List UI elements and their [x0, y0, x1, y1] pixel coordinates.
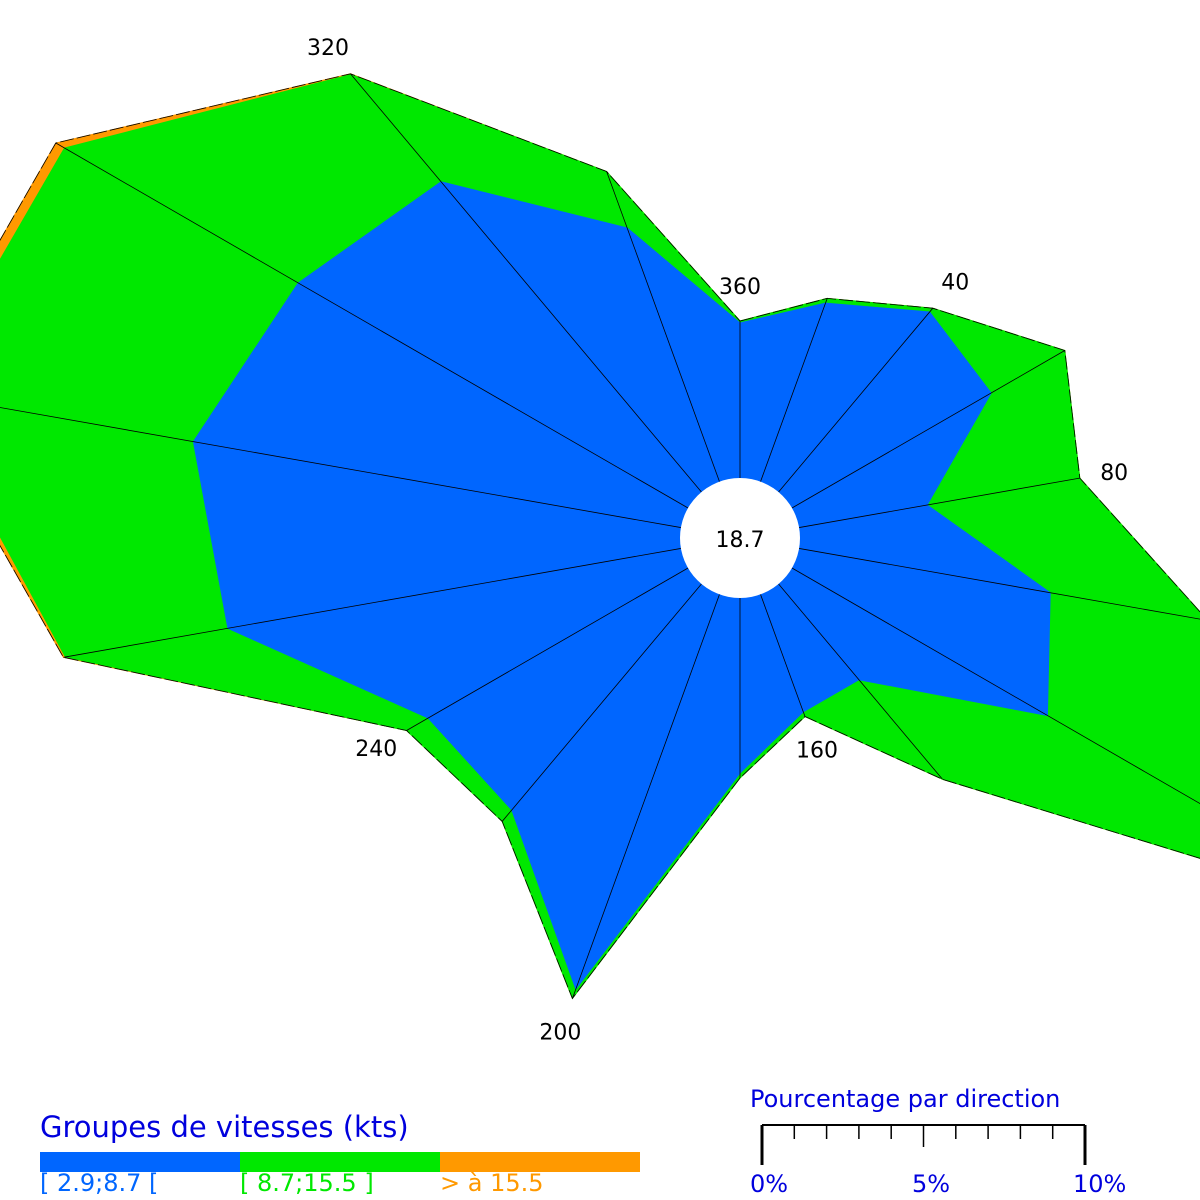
direction-label-200: 200 — [539, 1020, 581, 1045]
direction-label-360: 360 — [719, 275, 761, 300]
spoke-140 — [778, 583, 943, 780]
direction-label-240: 240 — [355, 737, 397, 762]
legend-label-2: [ 8.7;15.5 ] — [240, 1169, 374, 1197]
direction-label-40: 40 — [941, 270, 969, 295]
spoke-280 — [0, 407, 681, 528]
scale-tick-label-3: 10% — [1073, 1170, 1127, 1198]
calm-value-label: 18.7 — [716, 528, 765, 553]
spoke-300 — [55, 142, 689, 509]
legend-label-3: > à 15.5 — [440, 1169, 544, 1197]
spoke-240 — [406, 567, 689, 731]
direction-label-80: 80 — [1100, 461, 1128, 486]
legend-label-1: [ 2.9;8.7 [ — [40, 1169, 159, 1197]
spoke-60 — [791, 350, 1065, 509]
scale-tick-label-2: 5% — [912, 1170, 951, 1198]
speed-band-1-area — [192, 181, 1051, 991]
direction-label-160: 160 — [796, 738, 838, 763]
calm-circle — [680, 478, 800, 598]
legend-swatch-1 — [40, 1152, 240, 1172]
spoke-220 — [501, 583, 702, 822]
spoke-80 — [799, 477, 1080, 528]
spoke-20 — [760, 298, 828, 482]
legend-swatch-3 — [440, 1152, 640, 1172]
spoke-160 — [760, 594, 806, 717]
spoke-120 — [791, 567, 1200, 805]
spoke-320 — [350, 73, 702, 493]
percentage-scale — [760, 1124, 1087, 1165]
wind-rose-spokes — [0, 73, 1200, 999]
direction-label-320: 320 — [307, 36, 349, 61]
spoke-340 — [606, 171, 720, 482]
spoke-40 — [778, 307, 934, 493]
scale-title: Pourcentage par direction — [750, 1085, 1061, 1113]
wind-rose-petals — [0, 73, 1200, 1000]
legend-swatch-2 — [240, 1152, 440, 1172]
legend-title: Groupes de vitesses (kts) — [40, 1110, 409, 1144]
direction-labels: 3604080120160200240280320 — [307, 36, 1128, 1045]
spoke-260 — [63, 548, 681, 658]
spoke-200 — [572, 594, 720, 999]
spoke-100 — [799, 548, 1200, 620]
scale-tick-label-1: 0% — [750, 1170, 789, 1198]
